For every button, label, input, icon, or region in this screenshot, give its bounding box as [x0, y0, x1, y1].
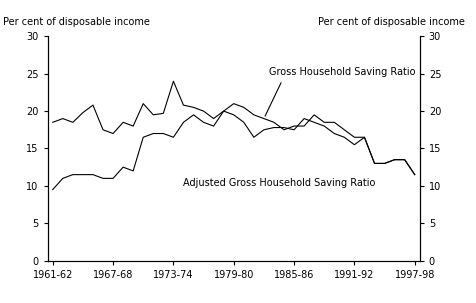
- Text: Per cent of disposable income: Per cent of disposable income: [3, 17, 149, 27]
- Text: Adjusted Gross Household Saving Ratio: Adjusted Gross Household Saving Ratio: [183, 178, 375, 188]
- Text: Gross Household Saving Ratio: Gross Household Saving Ratio: [265, 68, 415, 116]
- Text: Per cent of disposable income: Per cent of disposable income: [317, 17, 464, 27]
